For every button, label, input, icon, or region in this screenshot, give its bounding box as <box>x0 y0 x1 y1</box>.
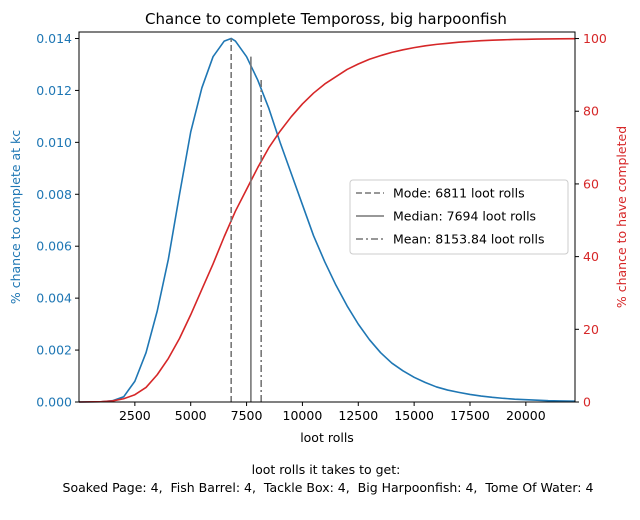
x-tick-label: 12500 <box>338 408 378 423</box>
right-tick-label: 60 <box>583 176 599 191</box>
legend-mode-label: Mode: 6811 loot rolls <box>393 186 525 201</box>
left-tick-label: 0.006 <box>36 239 72 254</box>
left-axis-label: % chance to complete at kc <box>8 130 23 304</box>
plot-frame <box>78 31 576 403</box>
series-line-cdf <box>78 37 576 403</box>
left-tick-label: 0.002 <box>36 343 72 358</box>
left-tick-label: 0.000 <box>36 395 72 410</box>
series-line-pdf <box>78 37 576 403</box>
left-axis-ticks: 0.000 0.002 0.004 0.006 0.008 0.010 0.012 0.014 <box>36 31 79 410</box>
x-tick-label: 17500 <box>450 408 490 423</box>
x-axis-ticks: 2500 5000 7500 10000 12500 15000 17500 20000 <box>119 402 546 423</box>
x-tick-label: 5000 <box>175 408 207 423</box>
right-tick-label: 40 <box>583 249 599 264</box>
left-tick-label: 0.014 <box>36 31 72 46</box>
legend: Mode: 6811 loot rolls Median: 7694 loot … <box>349 179 569 255</box>
right-axis-ticks: 0 20 40 60 80 100 <box>575 31 607 410</box>
right-tick-label: 0 <box>583 395 591 410</box>
right-tick-label: 20 <box>583 322 599 337</box>
x-tick-label: 2500 <box>119 408 151 423</box>
right-tick-label: 100 <box>583 31 607 46</box>
legend-box <box>349 179 569 255</box>
caption-line-2: Soaked Page: 4, Fish Barrel: 4, Tackle B… <box>59 480 594 495</box>
legend-median-label: Median: 7694 loot rolls <box>393 209 536 224</box>
chart-title: Chance to complete Tempoross, big harpoo… <box>145 10 507 28</box>
right-axis-label: % chance to have completed <box>614 126 629 308</box>
left-tick-label: 0.010 <box>36 135 72 150</box>
x-tick-label: 7500 <box>231 408 263 423</box>
left-tick-label: 0.004 <box>36 291 72 306</box>
left-tick-label: 0.012 <box>36 83 72 98</box>
x-tick-label: 15000 <box>394 408 434 423</box>
left-tick-label: 0.008 <box>36 187 72 202</box>
x-tick-label: 20000 <box>506 408 546 423</box>
right-tick-label: 80 <box>583 104 599 119</box>
x-axis-label: loot rolls <box>300 430 354 445</box>
legend-mean-label: Mean: 8153.84 loot rolls <box>393 232 545 247</box>
vline-layer <box>230 38 262 402</box>
series-layer <box>78 37 576 403</box>
x-tick-label: 10000 <box>283 408 323 423</box>
caption-line-1: loot rolls it takes to get: <box>252 462 401 477</box>
